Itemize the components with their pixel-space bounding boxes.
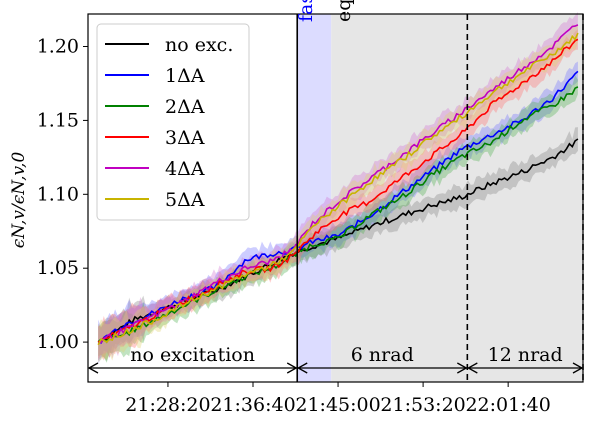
legend-label-1: 1ΔA <box>165 65 205 87</box>
plot-frame <box>87 13 584 383</box>
x-tick-label-0: 21:28:20 <box>125 394 210 416</box>
x-axis: 21:28:20 21:36:40 21:45:00 21:53:20 22:01:40 <box>125 382 551 416</box>
legend-label-4: 4ΔA <box>165 158 205 180</box>
legend-label-2: 2ΔA <box>165 96 205 118</box>
legend-label-3: 3ΔA <box>165 127 205 149</box>
y-tick-label-2: 1.10 <box>37 183 79 205</box>
y-tick-label-0: 1.00 <box>37 331 79 353</box>
series-band-3 <box>98 29 578 361</box>
equilibrium-state-label: equilibrium state <box>333 0 355 22</box>
series-lines-layer <box>97 24 579 346</box>
legend-label-0: no exc. <box>165 34 233 56</box>
x-tick-label-1: 21:36:40 <box>210 394 295 416</box>
y-tick-label-3: 1.15 <box>37 109 79 131</box>
span-label-2: 12 nrad <box>488 344 563 366</box>
span-annotations: no excitation 6 nrad 12 nrad <box>87 344 584 374</box>
series-band-5 <box>98 23 578 363</box>
span-label-0: no excitation <box>130 344 255 366</box>
span-arrow-left-1 <box>296 362 308 374</box>
x-tick-label-2: 21:45:00 <box>295 394 380 416</box>
y-axis-label: ϵN,v/ϵN,v,0 <box>9 152 29 249</box>
span-label-1: 6 nrad <box>351 344 414 366</box>
fast-adjustment-label: fast adjustment <box>295 0 317 22</box>
legend: no exc. 1ΔA 2ΔA 3ΔA 4ΔA 5ΔA <box>96 23 250 221</box>
legend-box <box>96 23 250 221</box>
series-line-2 <box>97 86 579 344</box>
y-axis: 1.00 1.05 1.10 1.15 1.20 <box>37 36 88 353</box>
series-line-5 <box>97 32 579 346</box>
series-band-4 <box>98 12 578 361</box>
region-labels: fast adjustment equilibrium state <box>295 0 355 22</box>
series-band-0 <box>98 127 578 362</box>
span-arrow-left-0 <box>87 362 99 374</box>
x-tick-label-3: 21:53:20 <box>380 394 465 416</box>
legend-label-5: 5ΔA <box>165 189 205 211</box>
y-tick-label-1: 1.05 <box>37 257 79 279</box>
span-arrow-right-0 <box>286 362 298 374</box>
span-arrow-right-1 <box>457 362 468 374</box>
y-tick-label-4: 1.20 <box>37 36 79 58</box>
x-tick-label-4: 22:01:40 <box>465 394 550 416</box>
span-arrow-right-2 <box>572 362 584 374</box>
region-0 <box>297 14 332 382</box>
span-arrow-left-2 <box>466 362 478 374</box>
